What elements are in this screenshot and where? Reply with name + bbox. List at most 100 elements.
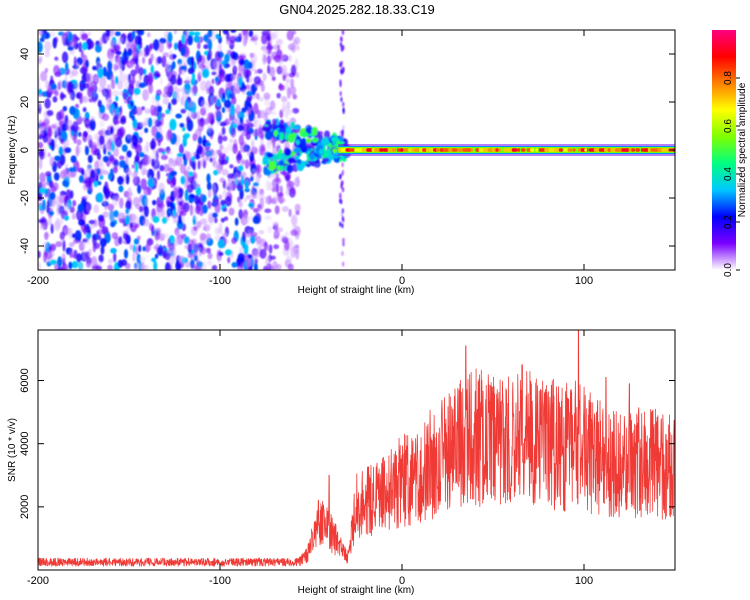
spectrogram-cell — [341, 162, 344, 168]
spectrogram-cell — [165, 109, 171, 115]
spectrogram-cell — [73, 132, 78, 144]
spectrogram-cell — [52, 182, 59, 191]
spectrogram-cell — [117, 259, 124, 269]
spectrogram-cell — [56, 204, 64, 216]
spectrogram-cell — [282, 102, 286, 110]
spectrogram-cell — [45, 171, 52, 177]
spectrogram-cell — [199, 107, 207, 116]
spectrogram-cell — [62, 239, 66, 252]
spectrogram-cell — [107, 264, 113, 270]
spectrogram-cell — [214, 109, 222, 118]
spectrogram-cell — [110, 108, 117, 117]
spectrogram-cell — [138, 256, 146, 262]
spectrogram-cell — [263, 241, 268, 251]
spectrogram-cell — [195, 204, 201, 215]
spectrogram-cell — [339, 173, 342, 179]
spectrogram-cell — [69, 105, 76, 116]
spectrogram-cell — [234, 217, 239, 226]
spectrogram-cell — [124, 77, 129, 89]
spectrogram-cell — [83, 224, 87, 236]
spectrogram-cell — [130, 69, 137, 77]
spectrogram-cell — [252, 168, 257, 174]
spectrogram-cell — [73, 56, 77, 68]
y-tick-label: 2000 — [19, 495, 31, 519]
spectrogram-cell — [225, 82, 233, 92]
spectrogram-cell — [188, 171, 194, 177]
spectrogram-cell — [224, 53, 230, 64]
spectrogram-cell — [321, 137, 330, 146]
spectrogram-cell — [216, 98, 221, 107]
spectrogram-cell — [78, 175, 84, 183]
spectrogram-cell — [177, 73, 181, 86]
spectrogram-cell — [288, 54, 292, 62]
spectrogram-cell — [118, 236, 123, 245]
spectrogram-cell — [113, 120, 121, 125]
spectrogram-cell — [44, 40, 52, 52]
spectrogram-cell — [102, 66, 107, 77]
spectrogram-cell — [177, 214, 182, 225]
spectrogram-cell — [225, 181, 234, 192]
spectrogram-cell — [212, 198, 219, 204]
x-tick-label: -100 — [209, 575, 231, 587]
spectrogram-cell — [229, 35, 237, 44]
spectrogram-cell — [246, 194, 251, 200]
spectrogram-cell — [161, 217, 168, 224]
spectrogram-cell — [61, 32, 66, 45]
spectrogram-cell — [107, 203, 115, 211]
spectrogram-cell — [219, 121, 227, 127]
spectrogram-cell — [50, 31, 56, 37]
spectrogram-cell — [273, 129, 278, 137]
spectrogram-cell — [183, 169, 190, 176]
spectrogram-cell — [342, 107, 345, 113]
carrier-segment — [400, 148, 404, 152]
spectrogram-cell — [252, 182, 259, 187]
spectrogram-cell — [82, 83, 90, 89]
spectrogram-cell — [238, 76, 243, 88]
spectrogram-cell — [290, 229, 298, 237]
spectrogram-cell — [259, 248, 267, 259]
spectrogram-cell — [197, 144, 203, 155]
spectrogram-cell — [193, 215, 199, 220]
spectrogram-cell — [157, 202, 165, 209]
spectrogram-cell — [151, 95, 156, 104]
spectrogram-cell — [132, 177, 137, 184]
spectrogram-cell — [64, 147, 72, 154]
spectrogram-cell — [262, 44, 266, 55]
spectrogram-cell — [215, 33, 221, 40]
spectrogram-cell — [132, 214, 139, 226]
spectrogram-cell — [90, 116, 95, 122]
spectrogram-cell — [82, 131, 88, 143]
spectrogram-cell — [119, 105, 123, 116]
spectrogram-cell — [99, 76, 107, 89]
spectrogram-cell — [82, 42, 88, 51]
spectrogram-cell — [118, 126, 126, 137]
spectrogram-cell — [119, 71, 126, 84]
spectrogram-cell — [339, 42, 343, 48]
carrier-segment — [403, 148, 409, 152]
spectrogram-carrier-layer — [338, 144, 675, 156]
spectrogram-cell — [233, 172, 241, 184]
spectrogram-cell — [241, 107, 247, 113]
spectrogram-cell — [179, 143, 184, 155]
spectrogram-cell — [74, 230, 82, 242]
spectrogram-cell — [317, 154, 322, 160]
spectrogram-cell — [275, 172, 280, 179]
spectrogram-cell — [263, 154, 269, 165]
spectrogram-cell — [184, 99, 188, 111]
spectrogram-cell — [52, 37, 57, 49]
spectrogram-cell — [173, 85, 179, 98]
spectrogram-cell — [197, 160, 201, 170]
spectrogram-cell — [142, 246, 146, 252]
spectrogram-cell — [288, 187, 296, 198]
spectrogram-cell — [242, 214, 250, 225]
spectrogram-cell — [238, 134, 244, 146]
spectrogram-cell — [341, 129, 344, 135]
spectrogram-cell — [340, 60, 344, 66]
spectrogram-cell — [342, 45, 345, 51]
spectrogram-cell — [305, 138, 312, 144]
spectrogram-cell — [312, 126, 318, 136]
spectrogram-cell — [207, 38, 213, 51]
spectrogram-cell — [187, 33, 193, 46]
spectrogram-cell — [151, 137, 156, 150]
spectrogram-cell — [207, 30, 213, 38]
